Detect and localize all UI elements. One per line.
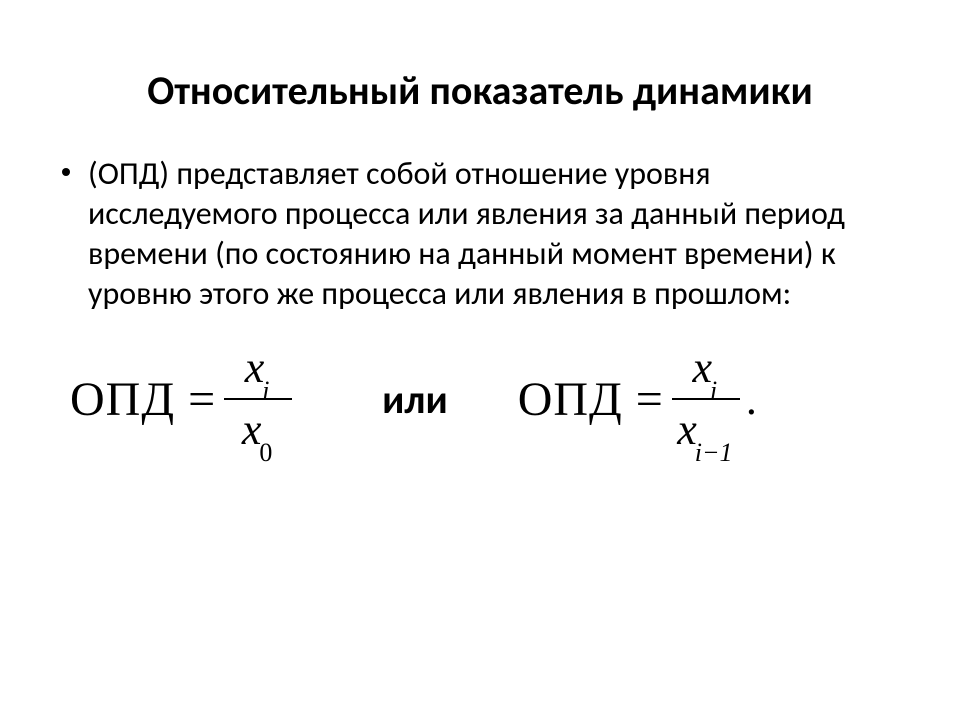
den-subscript: i−1 bbox=[695, 440, 733, 466]
num-subscript: i bbox=[710, 378, 717, 404]
formula-left: ОПД = x i x 0 bbox=[70, 344, 292, 454]
fraction-right: x i x i−1 bbox=[672, 344, 740, 454]
fraction-bar bbox=[672, 398, 740, 400]
slide-title: Относительный показатель динамики bbox=[60, 68, 900, 114]
fraction-left: x i x 0 bbox=[224, 344, 292, 454]
formula-period: . bbox=[746, 374, 757, 425]
denominator: x 0 bbox=[238, 406, 279, 454]
formula-lhs: ОПД = bbox=[518, 372, 664, 427]
formula-row: ОПД = x i x 0 или ОПД = x i bbox=[60, 344, 900, 454]
formula-lhs: ОПД = bbox=[70, 372, 216, 427]
slide: Относительный показатель динамики (ОПД) … bbox=[0, 0, 960, 720]
body-block: (ОПД) представляет собой отношение уровн… bbox=[88, 154, 900, 314]
formula-separator: или bbox=[382, 375, 448, 424]
den-subscript: 0 bbox=[259, 440, 272, 466]
bullet-icon bbox=[62, 168, 70, 176]
body-text: (ОПД) представляет собой отношение уровн… bbox=[88, 154, 900, 314]
numerator: x i bbox=[241, 344, 276, 392]
denominator: x i−1 bbox=[673, 406, 738, 454]
num-subscript: i bbox=[262, 378, 269, 404]
formula-right: ОПД = x i x i−1 . bbox=[518, 344, 757, 454]
fraction-bar bbox=[224, 398, 292, 400]
numerator: x i bbox=[688, 344, 723, 392]
